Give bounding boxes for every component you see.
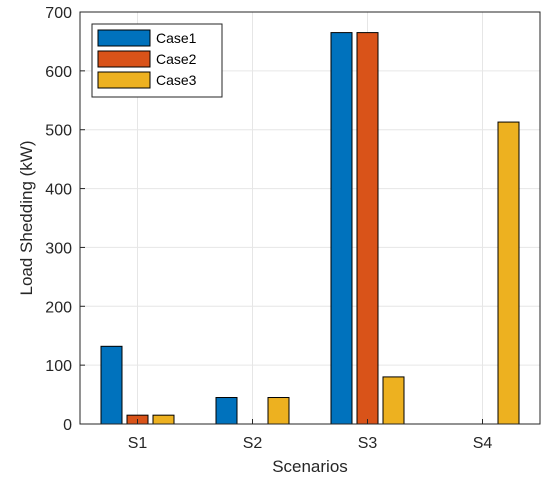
legend: Case1 Case2 Case3 (91, 23, 223, 98)
y-tick-label: 600 (45, 64, 72, 81)
legend-label-case1: Case1 (156, 30, 197, 46)
legend-swatch-case1 (97, 29, 151, 47)
legend-label-case3: Case3 (156, 72, 197, 88)
y-tick-label: 500 (45, 123, 72, 140)
y-tick-label: 200 (45, 299, 72, 316)
y-axis-label: Load Shedding (kW) (17, 141, 36, 296)
bar-case1-s3 (330, 32, 353, 425)
legend-swatch-case3 (97, 71, 151, 89)
legend-swatch-case2 (97, 50, 151, 68)
x-tick-label: S1 (128, 435, 148, 452)
bar-case1-s2 (215, 397, 238, 425)
legend-label-case2: Case2 (156, 51, 197, 67)
x-axis-label: Scenarios (272, 457, 348, 476)
y-tick-label: 0 (63, 417, 72, 434)
bar-case2-s3 (356, 32, 379, 425)
y-tick-label: 700 (45, 5, 72, 22)
bars (100, 32, 520, 425)
bar-case3-s3 (382, 376, 405, 425)
y-tick-label: 400 (45, 182, 72, 199)
x-tick-label: S4 (473, 435, 493, 452)
x-tick-label: S2 (243, 435, 263, 452)
y-tick-label: 100 (45, 358, 72, 375)
plot-frame (79, 11, 541, 425)
bar-case3-s1 (152, 414, 175, 425)
x-tick-label: S3 (358, 435, 378, 452)
bar-case3-s2 (267, 397, 290, 425)
y-tick-label: 300 (45, 240, 72, 257)
y-axis-ticks: 0 100 200 300 400 500 600 700 (45, 5, 85, 434)
bar-case3-s4 (497, 121, 520, 425)
bar-case1-s1 (100, 345, 123, 425)
x-axis-ticks: S1 S2 S3 S4 (128, 419, 493, 452)
